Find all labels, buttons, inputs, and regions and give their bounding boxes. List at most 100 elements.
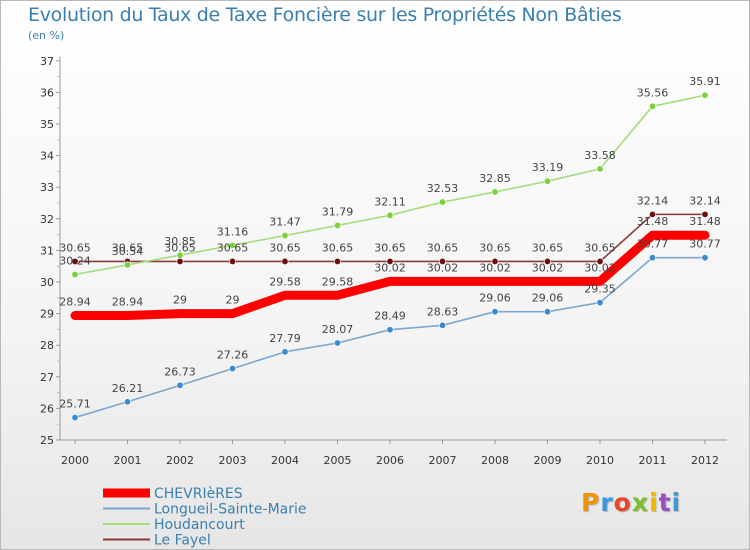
y-tick-label: 35 — [40, 118, 54, 131]
x-tick-label: 2006 — [376, 454, 404, 467]
data-point — [648, 254, 656, 262]
data-label: 27.26 — [217, 349, 249, 362]
data-point — [438, 321, 446, 329]
data-point — [333, 339, 341, 347]
y-tick-label: 28 — [40, 339, 54, 352]
y-tick-label: 26 — [40, 402, 54, 415]
x-tick-label: 2010 — [586, 454, 614, 467]
data-point — [386, 257, 394, 265]
data-label: 29.06 — [479, 292, 511, 305]
y-tick-label: 36 — [40, 86, 54, 99]
data-point — [701, 91, 709, 99]
data-label: 31.48 — [689, 215, 721, 228]
y-tick-label: 34 — [40, 150, 54, 163]
y-tick-label: 25 — [40, 434, 54, 447]
data-label: 28.49 — [374, 310, 406, 323]
proxiti-logo: Proxiti — [581, 488, 682, 517]
data-label: 27.79 — [269, 332, 301, 345]
data-point — [71, 257, 79, 265]
x-tick-label: 2011 — [639, 454, 667, 467]
data-point — [281, 232, 289, 240]
data-label: 30.54 — [112, 245, 144, 258]
data-label: 32.85 — [479, 172, 511, 185]
data-label: 29.58 — [322, 275, 354, 288]
data-label: 30.65 — [59, 241, 91, 254]
data-point — [333, 221, 341, 229]
data-label: 31.47 — [269, 216, 301, 229]
data-point — [543, 177, 551, 185]
data-label: 35.56 — [637, 86, 669, 99]
data-point — [543, 308, 551, 316]
x-tick-label: 2012 — [691, 454, 719, 467]
data-point — [438, 198, 446, 206]
y-tick-label: 29 — [40, 308, 54, 321]
data-label: 30.02 — [427, 261, 459, 274]
data-point — [596, 165, 604, 173]
legend-label: Houdancourt — [154, 517, 245, 533]
data-label: 31.79 — [322, 205, 354, 218]
data-label: 28.63 — [427, 305, 459, 318]
x-tick-label: 2000 — [61, 454, 89, 467]
data-label: 30.65 — [479, 241, 511, 254]
data-point — [71, 414, 79, 422]
data-label: 30.65 — [322, 241, 354, 254]
data-label: 33.58 — [584, 149, 616, 162]
data-label: 28.94 — [112, 295, 144, 308]
y-tick-label: 31 — [40, 244, 54, 257]
data-label: 29 — [173, 294, 187, 307]
data-label: 30.85 — [164, 235, 196, 248]
data-label: 26.73 — [164, 365, 196, 378]
data-label: 30.02 — [584, 261, 616, 274]
data-point — [596, 299, 604, 307]
data-label: 30.65 — [532, 241, 564, 254]
data-point — [491, 257, 499, 265]
data-point — [176, 381, 184, 389]
data-point — [543, 257, 551, 265]
y-tick-label: 32 — [40, 213, 54, 226]
data-label: 33.19 — [532, 161, 564, 174]
x-tick-label: 2007 — [429, 454, 457, 467]
data-label: 30.65 — [374, 241, 406, 254]
chart-title: Evolution du Taux de Taxe Foncière sur l… — [28, 4, 622, 26]
data-label: 30.65 — [217, 241, 249, 254]
data-point — [124, 398, 132, 406]
data-label: 31.16 — [217, 225, 249, 238]
data-label: 30.65 — [269, 241, 301, 254]
y-tick-label: 33 — [40, 181, 54, 194]
data-point — [491, 308, 499, 316]
data-label: 30.77 — [689, 238, 721, 251]
data-label: 30.02 — [374, 261, 406, 274]
series-line-chevri-res — [70, 230, 710, 320]
x-tick-label: 2005 — [324, 454, 352, 467]
x-tick-label: 2003 — [219, 454, 247, 467]
data-label: 31.48 — [637, 215, 669, 228]
data-point — [124, 261, 132, 269]
data-point — [71, 270, 79, 278]
data-label: 30.02 — [479, 261, 511, 274]
data-label: 32.53 — [427, 182, 459, 195]
data-label: 29.58 — [269, 275, 301, 288]
data-label: 32.14 — [689, 194, 721, 207]
data-label: 28.07 — [322, 323, 354, 336]
data-label: 32.14 — [637, 194, 669, 207]
x-tick-label: 2002 — [166, 454, 194, 467]
data-point — [596, 257, 604, 265]
legend-label: Le Fayel — [154, 533, 211, 549]
x-tick-label: 2009 — [534, 454, 562, 467]
data-point — [333, 257, 341, 265]
data-label: 29 — [226, 294, 240, 307]
data-point — [386, 326, 394, 334]
data-point — [176, 251, 184, 259]
data-label: 25.71 — [59, 398, 91, 411]
y-tick-label: 37 — [40, 55, 54, 68]
data-point — [648, 102, 656, 110]
data-label: 29.35 — [584, 283, 616, 296]
data-point — [701, 210, 709, 218]
data-label: 30.77 — [637, 238, 669, 251]
data-label: 30.65 — [427, 241, 459, 254]
data-point — [229, 365, 237, 373]
data-point — [438, 257, 446, 265]
x-tick-label: 2001 — [114, 454, 142, 467]
